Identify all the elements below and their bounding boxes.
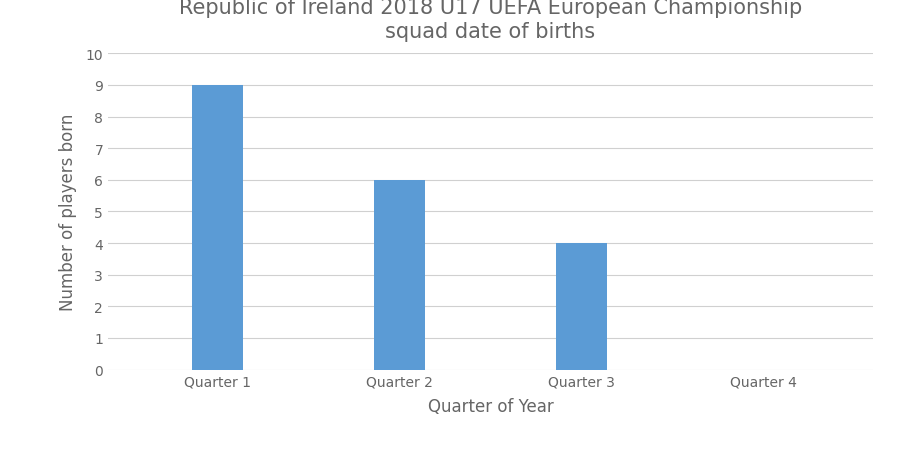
Title: Republic of Ireland 2018 U17 UEFA European Championship
squad date of births: Republic of Ireland 2018 U17 UEFA Europe… bbox=[179, 0, 802, 41]
Bar bbox=[192, 86, 243, 370]
X-axis label: Quarter of Year: Quarter of Year bbox=[428, 397, 554, 415]
Bar bbox=[374, 180, 425, 370]
Y-axis label: Number of players born: Number of players born bbox=[59, 114, 77, 310]
Bar bbox=[556, 244, 608, 370]
